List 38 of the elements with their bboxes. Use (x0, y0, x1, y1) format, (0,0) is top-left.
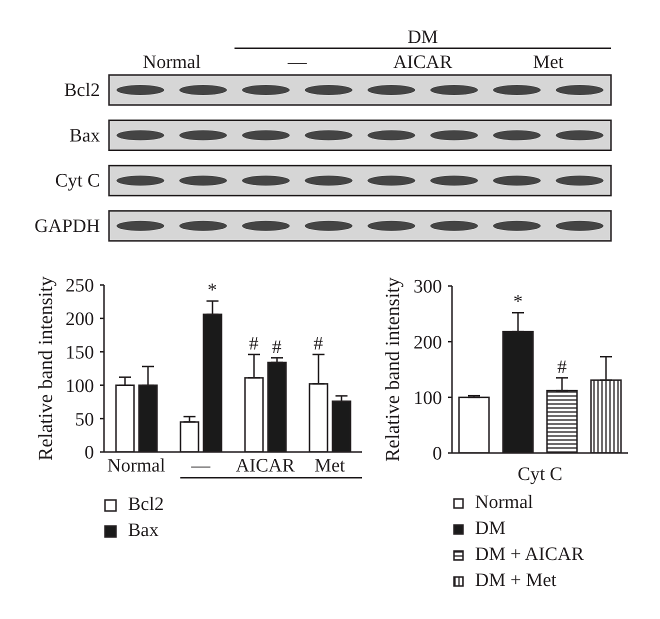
legend-label: Bcl2 (128, 494, 164, 516)
annotation: # (557, 356, 568, 378)
category-label: — (286, 52, 308, 72)
y-tick-label: 200 (414, 332, 442, 354)
text: DM (407, 26, 438, 48)
y-tick-label: 150 (66, 342, 94, 364)
y-tick-label: 200 (66, 309, 94, 330)
x-tick-label: Normal (107, 455, 166, 476)
y-tick-label: 100 (66, 376, 94, 397)
y-axis-title: Relative band intensity (35, 276, 57, 461)
category-label: Bax (69, 124, 100, 146)
y-tick-label: 300 (414, 276, 442, 298)
legend-label: DM + Met (475, 570, 556, 592)
annotation: * (513, 292, 523, 313)
x-axis-title: Cyt C (518, 464, 562, 484)
y-tick-label: 250 (66, 276, 94, 297)
legend-label: DM (475, 518, 506, 540)
legend-label: DM + AICAR (475, 544, 584, 566)
y-tick-label: 0 (84, 442, 94, 464)
x-tick-label: AICAR (236, 455, 296, 476)
x-tick-label: — (190, 455, 212, 476)
category-label: AICAR (393, 52, 453, 72)
annotation: # (249, 333, 259, 354)
y-axis-title: Relative band intensity (382, 277, 404, 462)
y-tick-label: 100 (414, 388, 442, 410)
annotation: # (314, 333, 324, 354)
category-label: Cyt C (55, 170, 100, 192)
y-tick-label: 0 (432, 444, 442, 465)
legend-label: Normal (475, 492, 534, 514)
category-label: GAPDH (34, 215, 100, 236)
annotation: * (208, 280, 217, 302)
annotation: # (272, 336, 282, 358)
legend-label: Bax (128, 520, 159, 542)
category-label: Bcl2 (64, 80, 100, 100)
x-tick-label: Met (314, 455, 346, 476)
y-tick-label: 50 (75, 409, 94, 430)
category-label: Normal (142, 52, 201, 72)
category-label: Met (532, 52, 564, 72)
